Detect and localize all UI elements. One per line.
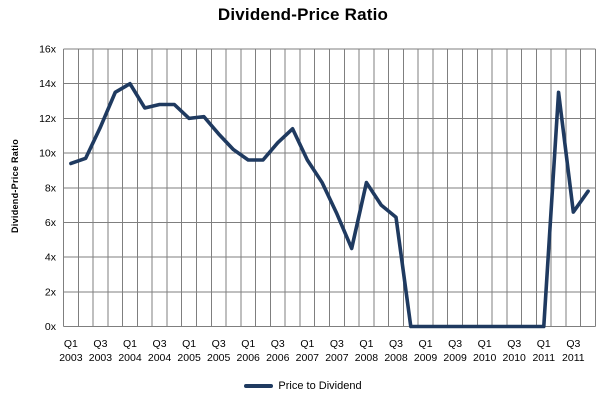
x-tick-label-quarter: Q1: [478, 338, 492, 350]
x-tick-label-quarter: Q3: [153, 338, 167, 350]
x-tick-label-quarter: Q3: [330, 338, 344, 350]
x-tick-label-year: 2003: [59, 352, 83, 364]
x-tick-label-year: 2007: [325, 352, 349, 364]
y-tick-label: 4x: [45, 252, 57, 264]
x-tick-label-quarter: Q1: [123, 338, 137, 350]
x-tick-label-year: 2011: [532, 352, 555, 364]
x-tick-label-year: 2010: [473, 352, 497, 364]
x-tick-label-year: 2008: [384, 352, 408, 364]
x-tick-label-quarter: Q1: [64, 338, 78, 350]
x-tick-label-quarter: Q3: [271, 338, 285, 350]
x-tick-label-quarter: Q1: [359, 338, 373, 350]
x-tick-label-quarter: Q1: [241, 338, 255, 350]
y-tick-label: 8x: [45, 182, 57, 194]
y-tick-label: 6x: [45, 217, 57, 229]
x-tick-label-quarter: Q1: [419, 338, 433, 350]
x-tick-label-year: 2004: [118, 352, 142, 364]
x-tick-label-year: 2010: [503, 352, 527, 364]
data-line: [69, 81, 590, 329]
x-tick-label-year: 2007: [296, 352, 320, 364]
x-tick-label-year: 2005: [207, 352, 231, 364]
x-tick-label-quarter: Q1: [300, 338, 314, 350]
x-tick-label-quarter: Q3: [212, 338, 226, 350]
x-tick-label-year: 2006: [237, 352, 261, 364]
legend-line-swatch: [244, 384, 274, 388]
x-tick-label-year: 2009: [414, 352, 438, 364]
x-tick-label-quarter: Q3: [448, 338, 462, 350]
x-tick-label-year: 2011: [562, 352, 585, 364]
y-tick-label: 2x: [45, 286, 57, 298]
y-tick-label: 12x: [39, 113, 57, 125]
x-tick-label-year: 2008: [355, 352, 379, 364]
chart-title: Dividend-Price Ratio: [217, 5, 389, 24]
legend-label: Price to Dividend: [278, 380, 362, 392]
x-tick-label-quarter: Q3: [507, 338, 521, 350]
x-tick-label-quarter: Q1: [182, 338, 196, 350]
x-tick-label-quarter: Q3: [389, 338, 403, 350]
x-tick-label-year: 2006: [266, 352, 290, 364]
x-tick-label-year: 2004: [148, 352, 172, 364]
y-tick-label: 14x: [39, 78, 57, 90]
x-tick-label-quarter: Q1: [537, 338, 551, 350]
y-tick-label: 16x: [39, 44, 57, 56]
y-tick-label: 0x: [45, 321, 57, 333]
legend: Price to Dividend: [0, 378, 606, 394]
x-tick-label-year: 2005: [177, 352, 201, 364]
x-tick-label-year: 2009: [443, 352, 467, 364]
x-tick-label-quarter: Q3: [566, 338, 580, 350]
x-tick-label-year: 2003: [89, 352, 113, 364]
x-tick-label-quarter: Q3: [93, 338, 107, 350]
y-tick-label: 10x: [39, 148, 57, 160]
